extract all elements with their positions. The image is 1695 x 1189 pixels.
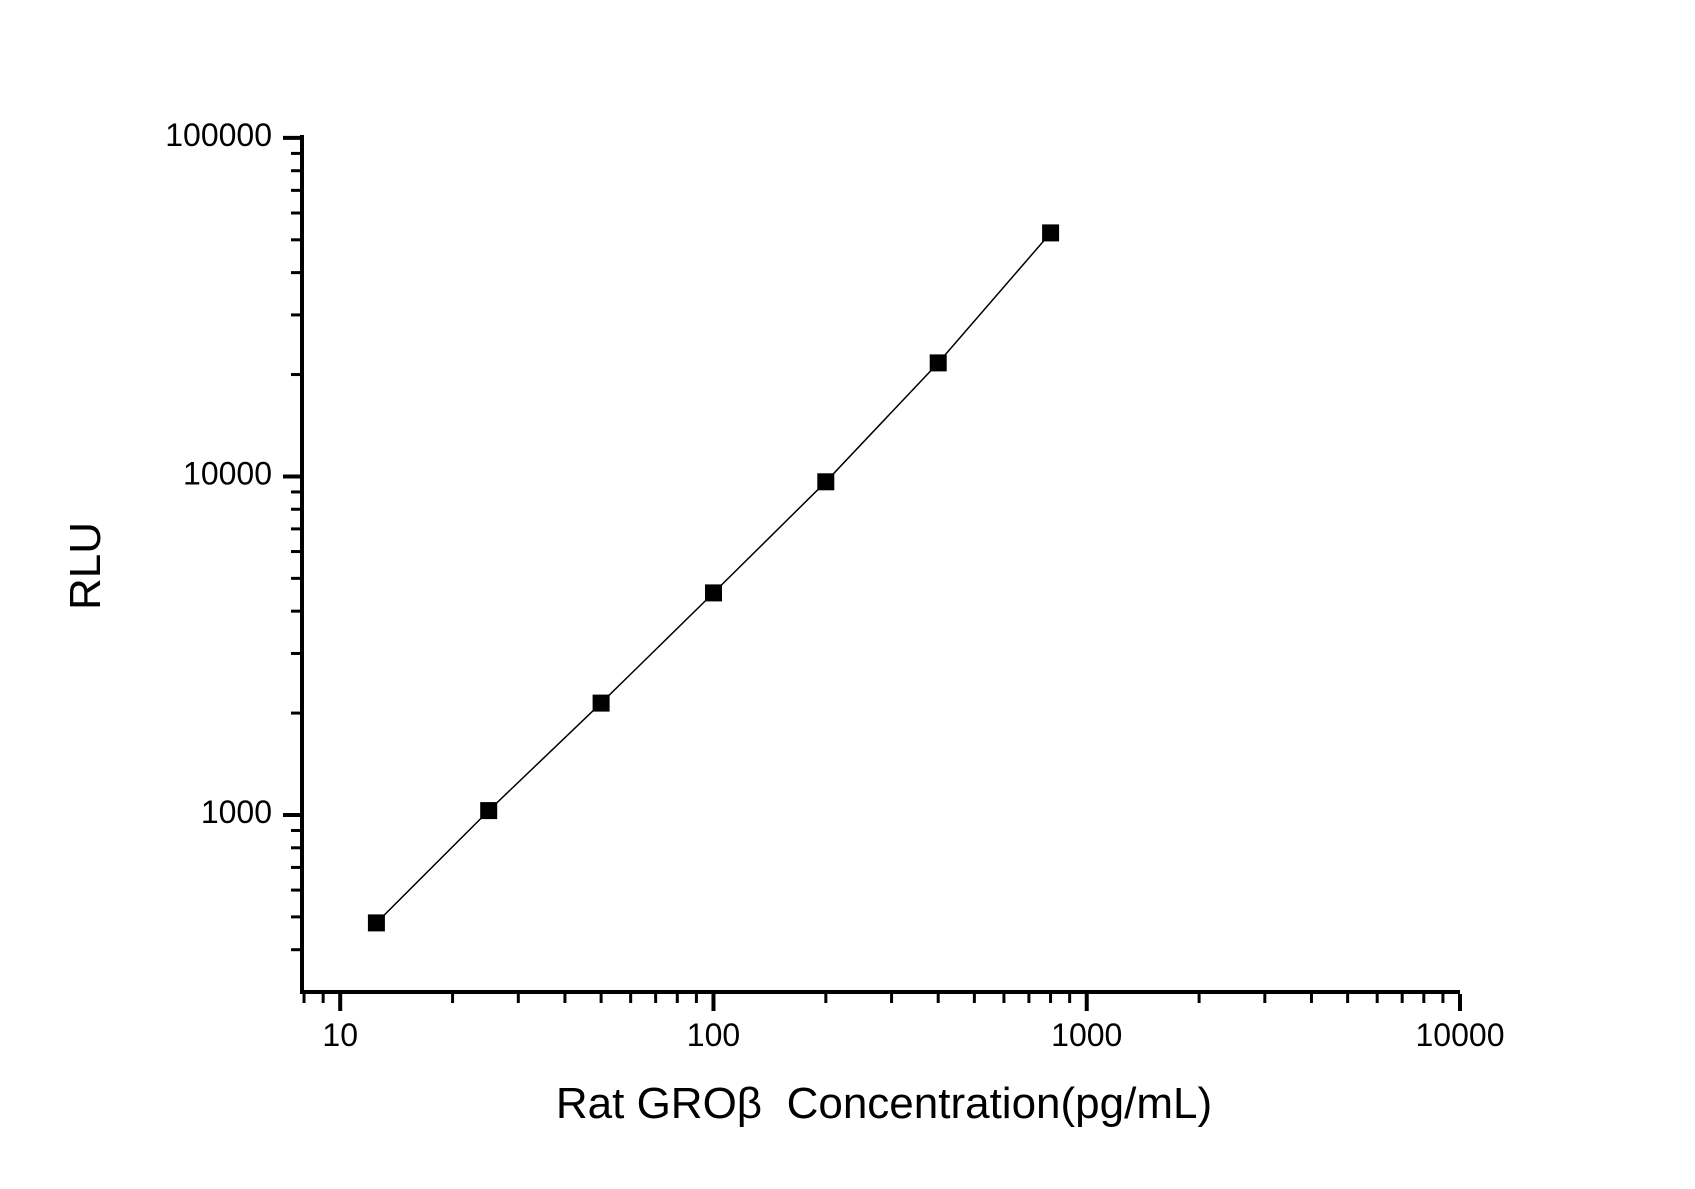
data-point-marker xyxy=(817,473,835,491)
x-axis-tick-label: 1000 xyxy=(1051,1017,1122,1053)
data-series xyxy=(367,224,1060,932)
data-point-marker xyxy=(480,802,498,820)
data-point-marker xyxy=(367,914,385,932)
axes xyxy=(300,135,1460,994)
y-axis-tick-label: 10000 xyxy=(183,455,272,491)
data-point-marker xyxy=(592,694,610,712)
y-axis-tick-label: 1000 xyxy=(201,794,272,830)
y-axis-title: RLU xyxy=(61,522,110,610)
x-axis-tick-label: 100 xyxy=(687,1017,740,1053)
x-axis-title: Rat GROβ Concentration(pg/mL) xyxy=(556,1079,1212,1128)
minor-ticks xyxy=(291,151,1445,1003)
x-axis-tick-label: 10 xyxy=(322,1017,358,1053)
standard-curve-line xyxy=(375,232,1052,924)
major-ticks xyxy=(283,135,1462,1011)
x-axis-tick-label: 10000 xyxy=(1416,1017,1505,1053)
tick-labels: 10 100 1000 10000 1000 10000 100000 xyxy=(165,117,1504,1053)
y-axis-tick-label: 100000 xyxy=(165,117,272,153)
data-point-marker xyxy=(705,584,722,602)
data-point-marker xyxy=(1042,224,1060,242)
data-point-marker xyxy=(929,354,947,372)
